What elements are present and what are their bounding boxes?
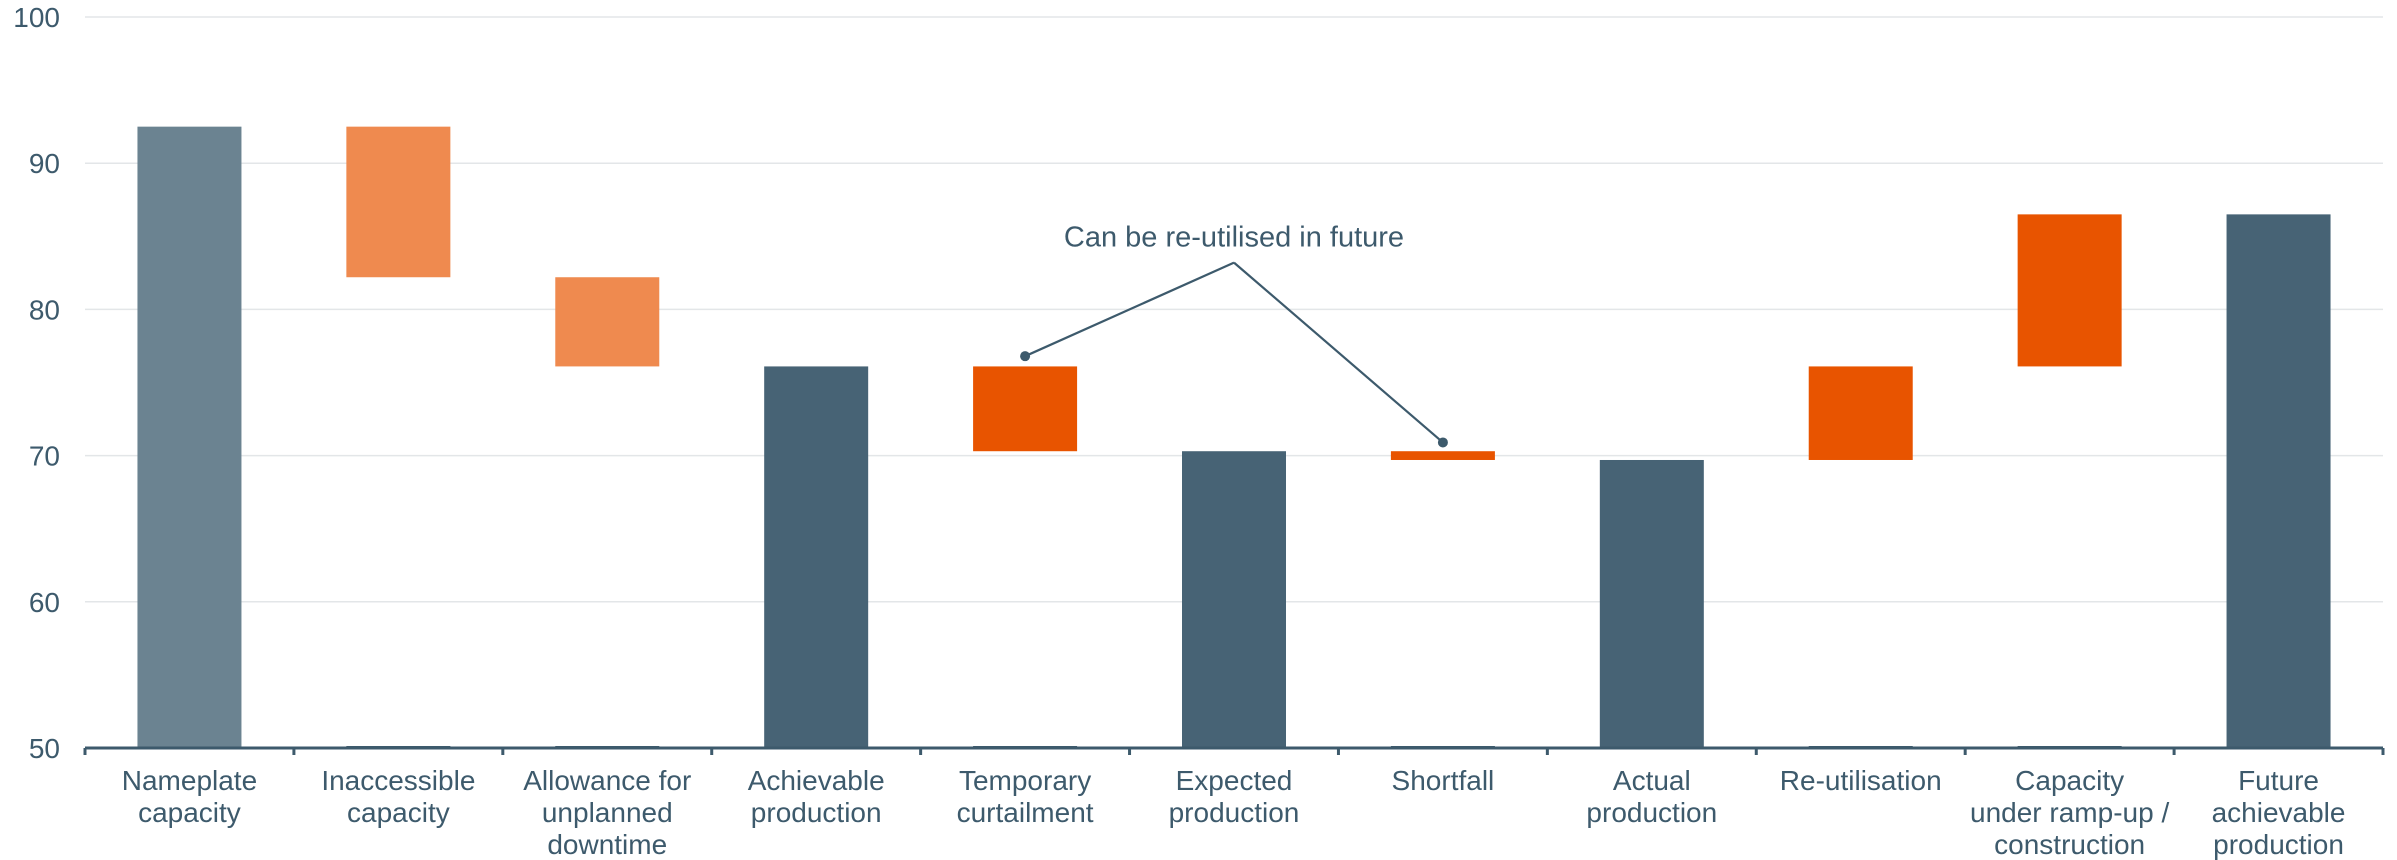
x-tick-label-line: Expected bbox=[1176, 765, 1293, 796]
x-tick-label-line: Allowance for bbox=[523, 765, 691, 796]
y-tick-label-0: 50 bbox=[29, 733, 60, 764]
x-tick-label-line: Nameplate bbox=[122, 765, 257, 796]
x-tick-label-line: Capacity bbox=[2015, 765, 2124, 796]
annotations: Can be re-utilised in future bbox=[1020, 222, 1448, 448]
x-tick-label-line: capacity bbox=[138, 797, 241, 828]
x-tick-label-line: production bbox=[1169, 797, 1300, 828]
x-tick-label-line: downtime bbox=[547, 829, 667, 860]
y-tick-label-2: 70 bbox=[29, 441, 60, 472]
y-tick-label-3: 80 bbox=[29, 294, 60, 325]
x-tick-label-3: Achievable production bbox=[748, 765, 885, 828]
x-tick-label-line: capacity bbox=[347, 797, 450, 828]
bar-6 bbox=[1390, 451, 1495, 460]
y-tick-label-5: 100 bbox=[13, 2, 60, 33]
x-tick-label-0: Nameplate capacity bbox=[122, 765, 257, 828]
x-tick-label-9: Capacity under ramp-up / construction bbox=[1970, 765, 2169, 860]
bar-5 bbox=[1182, 451, 1286, 748]
x-tick-label-line: Temporary bbox=[959, 765, 1091, 796]
bar-7 bbox=[1599, 459, 1704, 748]
x-tick-label-line: achievable bbox=[2212, 797, 2346, 828]
x-tick-label-line: Re-utilisation bbox=[1780, 765, 1942, 796]
x-tick-label-line: curtailment bbox=[957, 797, 1094, 828]
x-tick-label-line: unplanned bbox=[542, 797, 673, 828]
x-tick-label-10: Future achievable production bbox=[2212, 765, 2346, 860]
bar-9 bbox=[2017, 214, 2122, 367]
x-tick-label-line: Inaccessible bbox=[321, 765, 475, 796]
annotation-text-0: Can be re-utilised in future bbox=[1064, 222, 1404, 254]
x-tick-label-7: Actual production bbox=[1586, 765, 1717, 828]
x-tick-label-2: Allowance for unplanned downtime bbox=[523, 765, 691, 860]
y-tick-label-1: 60 bbox=[29, 587, 60, 618]
bar-10 bbox=[2226, 214, 2331, 748]
annotation-leader-0-1 bbox=[1233, 261, 1444, 444]
annotation-dot-0-1 bbox=[1437, 437, 1448, 448]
x-tick-label-4: Temporary curtailment bbox=[957, 765, 1094, 828]
bar-2 bbox=[555, 277, 660, 367]
x-tick-label-line: production bbox=[751, 797, 882, 828]
bar-4 bbox=[973, 366, 1078, 452]
x-tick-label-line: production bbox=[2213, 829, 2344, 860]
x-tick-label-5: Expected production bbox=[1169, 765, 1300, 828]
x-axis bbox=[83, 746, 2385, 755]
x-tick-label-line: production bbox=[1586, 797, 1717, 828]
bar-0 bbox=[137, 126, 242, 748]
x-tick-label-line: Future bbox=[2238, 765, 2319, 796]
y-tick-label-4: 90 bbox=[29, 148, 60, 179]
gridlines bbox=[85, 16, 2383, 603]
x-tick-label-line: Achievable bbox=[748, 765, 885, 796]
bars bbox=[137, 126, 2331, 748]
x-tick-label-8: Re-utilisation bbox=[1780, 765, 1942, 796]
y-axis-tick-labels: 50 60 70 80 90 100 bbox=[13, 2, 60, 764]
bar-8 bbox=[1808, 366, 1913, 460]
x-tick-label-line: Actual bbox=[1613, 765, 1691, 796]
x-tick-label-line: under ramp-up / bbox=[1970, 797, 2169, 828]
x-tick-label-line: Shortfall bbox=[1392, 765, 1495, 796]
annotation-dot-0-0 bbox=[1020, 351, 1031, 362]
bar-1 bbox=[346, 126, 451, 278]
x-tick-label-line: construction bbox=[1994, 829, 2145, 860]
bar-3 bbox=[764, 366, 869, 748]
x-tick-label-1: Inaccessible capacity bbox=[321, 765, 475, 828]
x-tick-label-6: Shortfall bbox=[1392, 765, 1495, 796]
